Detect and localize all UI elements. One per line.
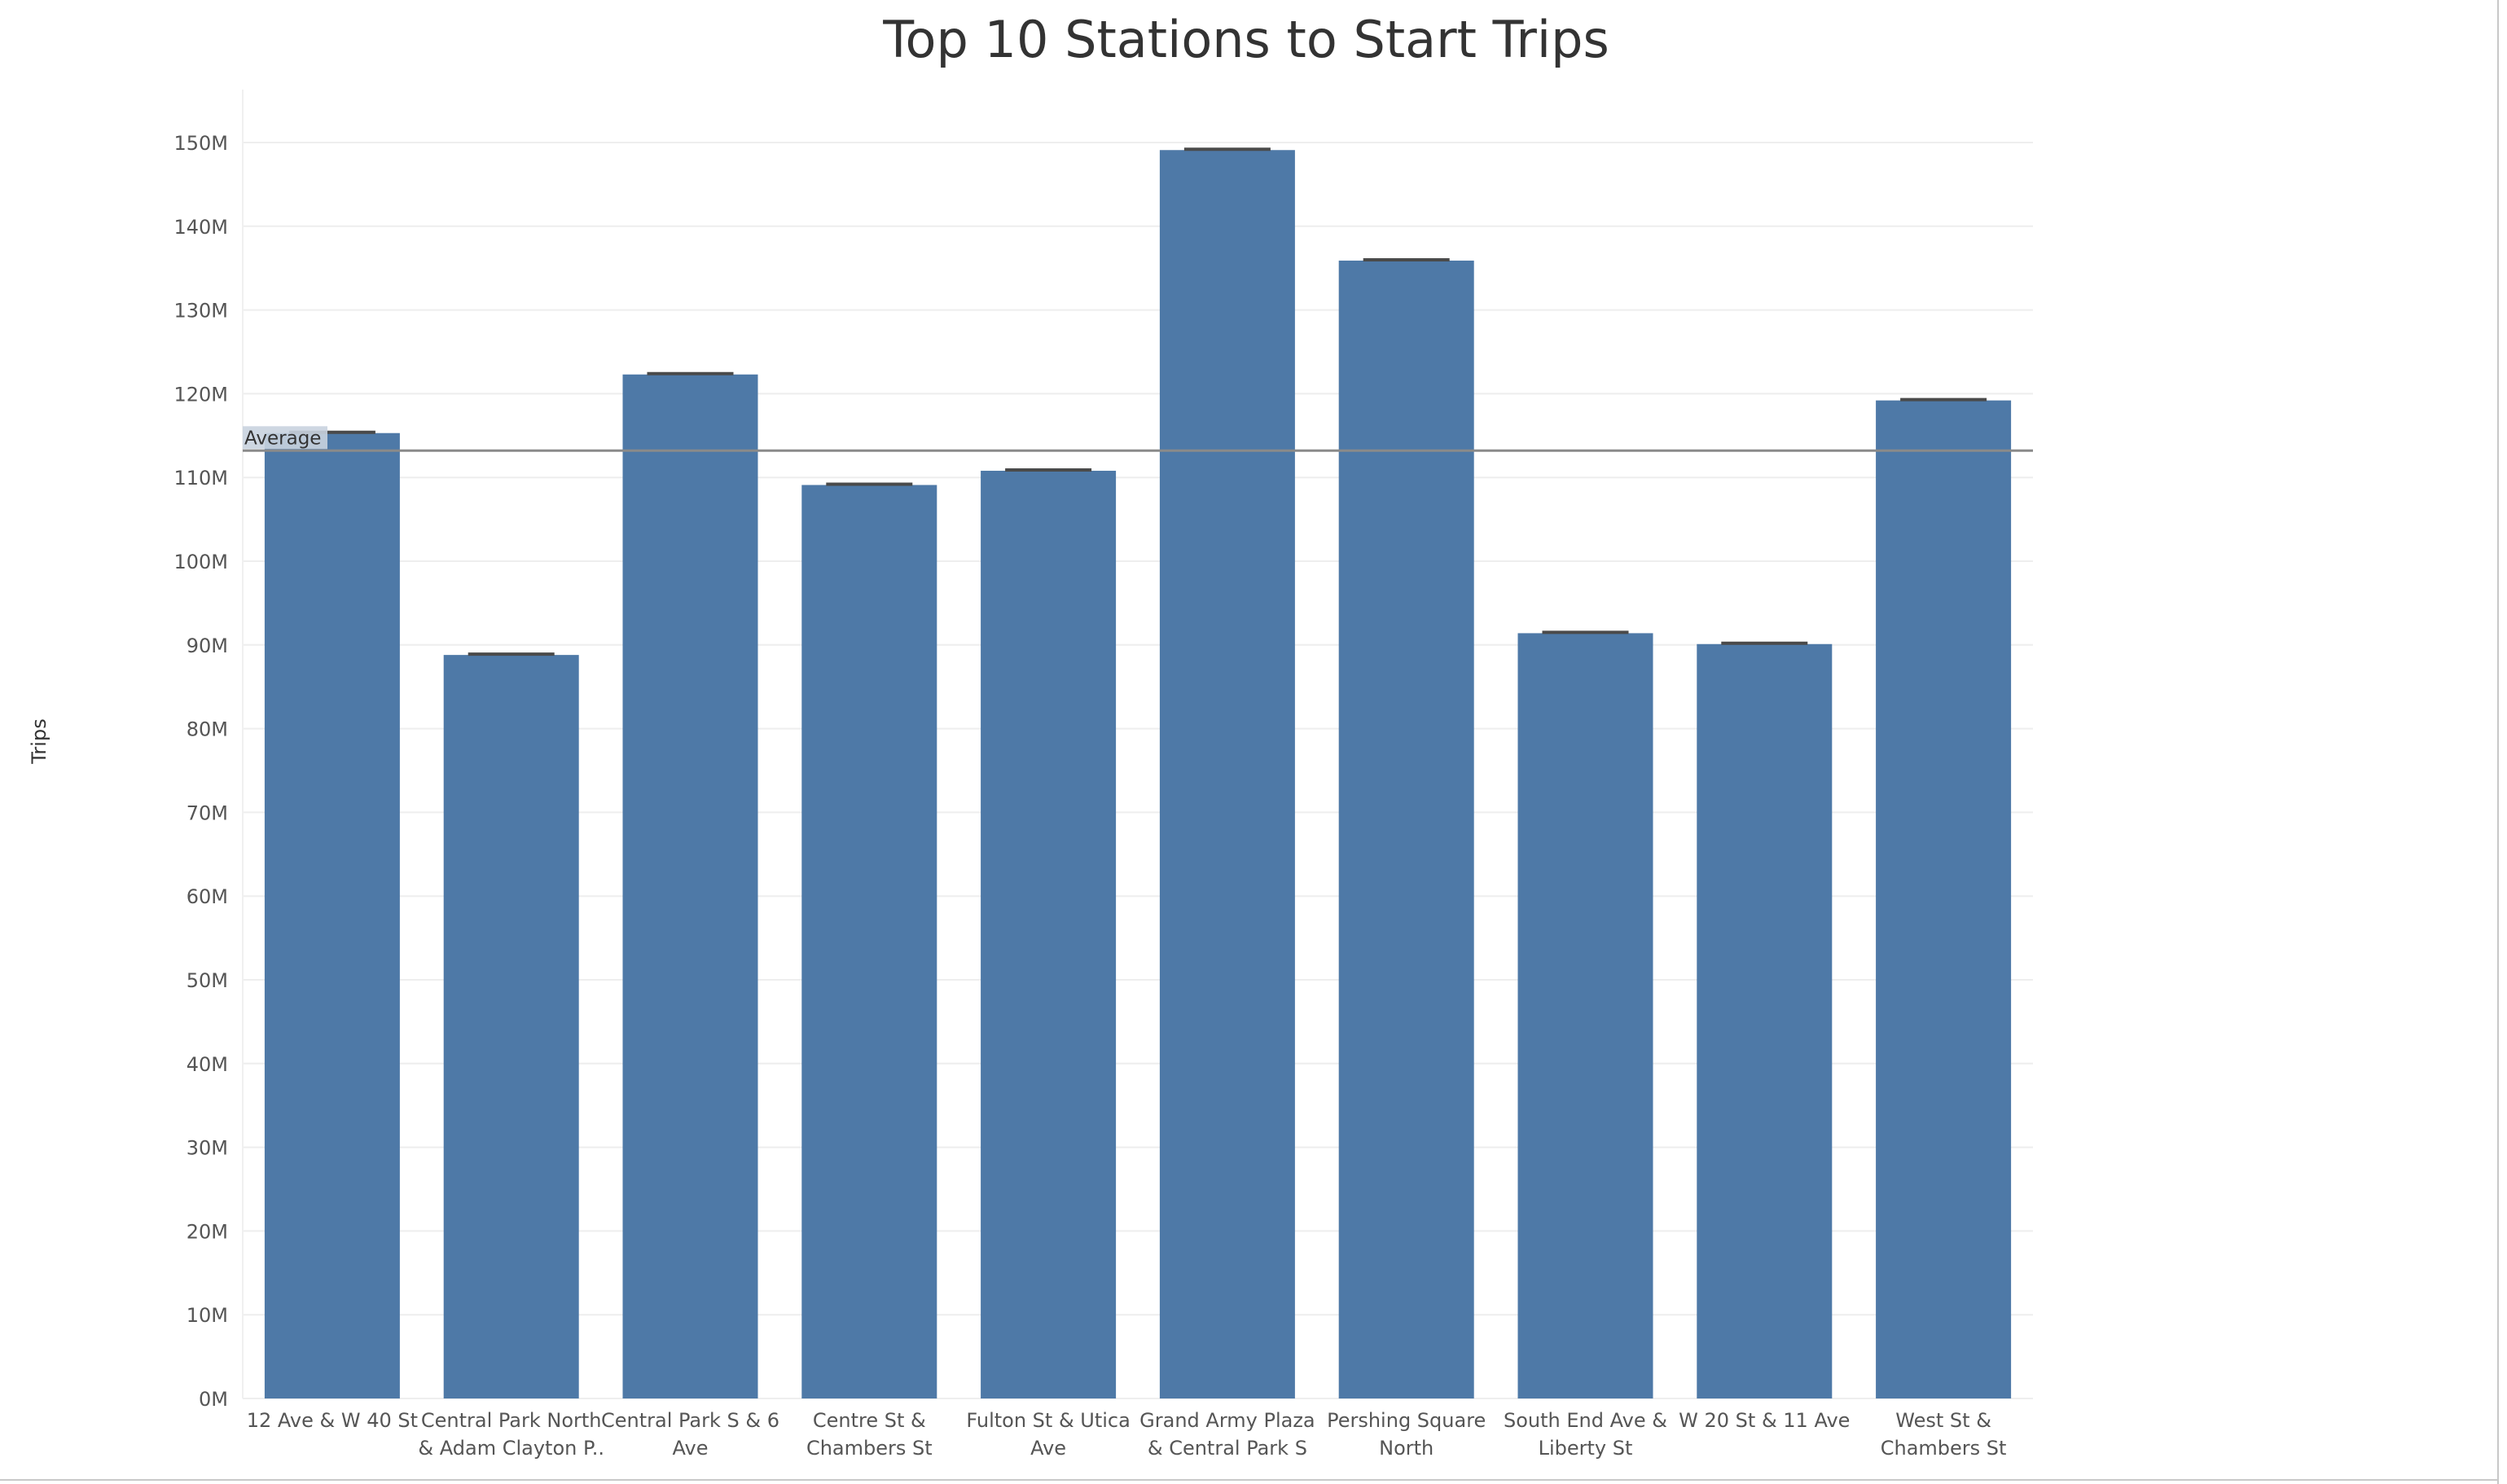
y-tick-label: 150M	[173, 132, 228, 155]
x-tick-label: 12 Ave & W 40 St	[247, 1409, 418, 1432]
bar[interactable]	[1159, 150, 1295, 1399]
y-tick-label: 80M	[187, 718, 228, 741]
y-axis-ticks: 0M 10M 20M 30M 40M 50M 60M 70M 80M 90M 100M 110M 120…	[173, 132, 228, 1411]
average-label-box	[243, 426, 327, 450]
y-tick-label: 0M	[199, 1388, 228, 1411]
bar[interactable]	[801, 485, 937, 1398]
bar[interactable]	[981, 470, 1117, 1398]
bar[interactable]	[622, 374, 758, 1399]
frame-bottom-border	[0, 1479, 2499, 1481]
y-tick-label: 110M	[173, 467, 228, 490]
x-tick-label: W 20 St & 11 Ave	[1679, 1409, 1850, 1432]
y-tick-label: 140M	[173, 216, 228, 239]
x-tick-label: Central Park S & 6 Ave	[601, 1409, 779, 1460]
x-tick-label: Fulton St & Utica Ave	[966, 1409, 1130, 1460]
y-tick-label: 120M	[173, 383, 228, 406]
y-tick-label: 10M	[187, 1304, 228, 1327]
bar[interactable]	[1697, 643, 1833, 1398]
x-tick-label: Grand Army Plaza & Central Park S	[1139, 1409, 1315, 1460]
y-tick-label: 40M	[187, 1053, 228, 1076]
bar[interactable]	[1338, 260, 1474, 1398]
y-tick-label: 100M	[173, 551, 228, 573]
y-tick-label: 50M	[187, 969, 228, 992]
bar[interactable]	[264, 432, 400, 1398]
bar[interactable]	[1517, 633, 1653, 1398]
average-reference-line: Average	[243, 426, 2033, 452]
bars	[264, 147, 2012, 1399]
x-tick-label: Central Park North & Adam Clayton P..	[418, 1409, 604, 1460]
y-tick-label: 70M	[187, 801, 228, 824]
x-tick-label: South End Ave & Liberty St	[1504, 1409, 1667, 1460]
chart-title: Top 10 Stations to Start Trips	[883, 10, 1609, 69]
x-axis-labels: 12 Ave & W 40 St Central Park North & Adam…	[247, 1409, 2007, 1460]
bar[interactable]	[1876, 400, 2012, 1398]
y-tick-label: 20M	[187, 1220, 228, 1243]
average-label: Average	[244, 428, 321, 449]
y-tick-label: 30M	[187, 1137, 228, 1160]
y-tick-label: 90M	[187, 634, 228, 657]
x-tick-label: Centre St & Chambers St	[806, 1409, 933, 1460]
bar[interactable]	[443, 655, 579, 1398]
frame-right-border	[2497, 0, 2499, 1484]
x-tick-label: Pershing Square North	[1327, 1409, 1486, 1460]
x-tick-label: West St & Chambers St	[1881, 1409, 2007, 1460]
y-tick-label: 130M	[173, 300, 228, 323]
y-tick-label: 60M	[187, 885, 228, 908]
